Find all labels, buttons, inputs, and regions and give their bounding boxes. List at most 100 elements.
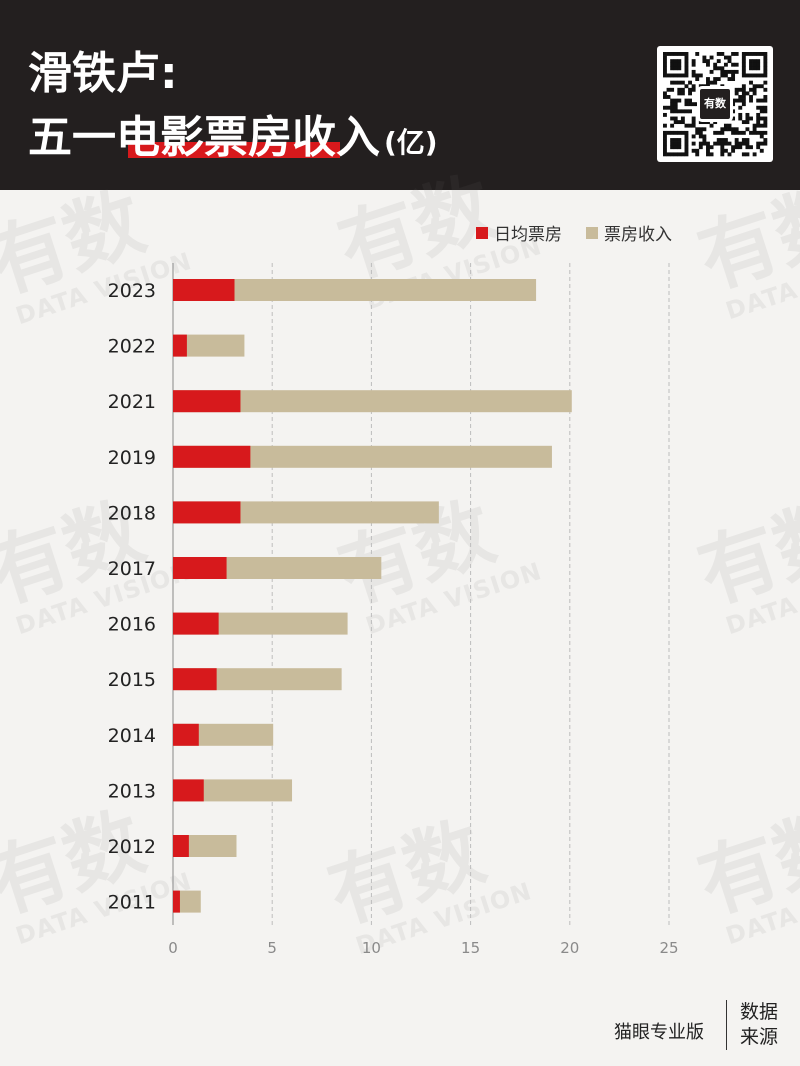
qr-module: [720, 130, 725, 135]
qr-module: [691, 120, 696, 125]
legend-item-total: 票房收入: [586, 220, 672, 245]
qr-module: [684, 134, 689, 139]
x-tick-label: 25: [659, 939, 678, 957]
qr-module: [698, 120, 703, 125]
category-label: 2012: [108, 836, 156, 858]
qr-module: [734, 130, 739, 135]
qr-module: [731, 73, 736, 78]
qr-module: [763, 98, 768, 103]
qr-module: [749, 80, 753, 85]
qr-module: [745, 141, 750, 146]
qr-module: [745, 138, 750, 142]
qr-module: [680, 152, 685, 157]
qr-module: [759, 130, 764, 135]
bar-daily-revenue: [173, 279, 235, 301]
qr-module: [723, 148, 728, 153]
qr-module: [666, 152, 671, 157]
qr-module: [745, 145, 750, 150]
qr-module: [677, 145, 682, 150]
qr-module: [738, 116, 743, 121]
legend-item-daily: 日均票房: [476, 220, 562, 245]
qr-module: [680, 73, 685, 78]
chart-legend: 日均票房 票房收入: [476, 220, 696, 245]
qr-module: [731, 127, 736, 132]
qr-module: [670, 141, 675, 146]
qr-module: [706, 148, 710, 153]
qr-module: [763, 69, 768, 74]
qr-module: [698, 130, 703, 135]
qr-module: [691, 73, 696, 78]
qr-module: [727, 152, 732, 157]
category-label: 2017: [108, 558, 156, 580]
category-label: 2011: [108, 892, 156, 914]
qr-module: [756, 116, 761, 121]
qr-module: [670, 102, 675, 107]
title-line-2: 五一电影票房收入 (亿): [28, 112, 438, 169]
qr-module: [677, 130, 682, 135]
bar-total-revenue: [173, 279, 537, 301]
qr-module: [752, 87, 757, 92]
qr-module: [670, 152, 675, 157]
qr-module: [677, 73, 682, 78]
qr-module: [738, 112, 743, 117]
qr-module: [759, 84, 764, 89]
qr-module: [684, 52, 689, 56]
qr-module: [670, 105, 675, 110]
qr-module: [723, 123, 728, 128]
qr-module: [663, 145, 667, 150]
qr-module: [663, 52, 667, 56]
qr-module: [741, 91, 746, 96]
qr-module: [677, 87, 682, 92]
bar-daily-revenue: [173, 390, 241, 413]
category-label: 2014: [108, 725, 156, 747]
bar-total-revenue: [173, 390, 572, 413]
data-source-label-line1: 数据: [739, 1001, 778, 1023]
qr-module: [698, 145, 703, 150]
qr-module: [670, 116, 675, 121]
qr-module: [713, 66, 718, 71]
qr-module: [727, 123, 732, 128]
category-label: 2023: [108, 280, 156, 302]
qr-module: [673, 116, 678, 121]
qr-module: [745, 73, 750, 78]
qr-module: [763, 87, 768, 92]
qr-module: [684, 55, 689, 60]
bar-daily-revenue: [173, 890, 180, 913]
qr-module: [673, 152, 678, 157]
qr-module: [716, 59, 721, 64]
qr-module: [663, 62, 667, 67]
qr-module: [677, 141, 682, 146]
qr-module: [684, 152, 689, 157]
qr-module: [759, 148, 764, 153]
qr-code-icon: [663, 52, 768, 157]
qr-module: [763, 123, 768, 128]
qr-module: [684, 84, 689, 89]
qr-module: [684, 148, 689, 153]
qr-module: [713, 80, 718, 85]
qr-module: [749, 87, 753, 92]
qr-module: [752, 59, 757, 64]
qr-module: [763, 138, 768, 142]
qr-module: [702, 59, 707, 64]
qr-module: [727, 55, 732, 60]
qr-module: [702, 127, 707, 132]
qr-module: [745, 120, 750, 125]
qr-module: [756, 130, 761, 135]
qr-module: [749, 66, 753, 71]
bar-total-revenue: [173, 445, 552, 468]
qr-module: [666, 52, 671, 56]
qr-module: [691, 134, 696, 139]
qr-module: [756, 62, 761, 67]
qr-module: [670, 62, 675, 67]
qr-module: [677, 152, 682, 157]
qr-module: [745, 52, 750, 56]
qr-module: [673, 120, 678, 125]
qr-module: [695, 77, 700, 81]
qr-module: [684, 138, 689, 142]
qr-module: [745, 116, 750, 121]
bar-daily-revenue: [173, 501, 241, 524]
qr-module: [691, 62, 696, 67]
category-label: 2022: [108, 336, 156, 358]
qr-module: [731, 52, 736, 56]
qr-module: [695, 130, 700, 135]
